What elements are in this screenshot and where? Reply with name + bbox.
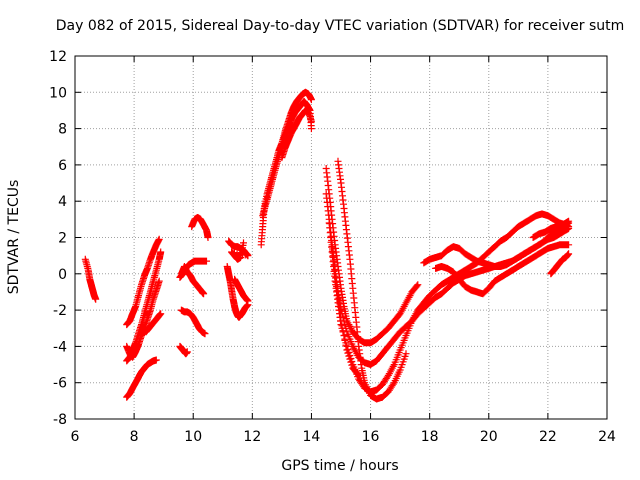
data-point-markers [123, 277, 163, 361]
series-s23 [420, 219, 573, 270]
y-tick-label: 6 [58, 158, 67, 174]
series-s2 [123, 235, 163, 329]
y-tick-label: 2 [58, 231, 67, 247]
series-s12 [223, 263, 252, 321]
data-point-markers [328, 243, 363, 379]
series-s7 [176, 342, 191, 358]
x-tick-label: 10 [184, 429, 202, 445]
series-s13 [225, 237, 252, 263]
series-s17 [278, 106, 315, 162]
y-tick-label: 12 [49, 49, 67, 65]
series-s11 [188, 214, 212, 241]
y-tick-label: 0 [58, 267, 67, 283]
y-tick-label: -4 [53, 339, 67, 355]
series-s14 [231, 275, 252, 305]
data-point-markers [223, 263, 252, 321]
x-tick-label: 18 [421, 429, 439, 445]
y-tick-label: -2 [53, 303, 67, 319]
x-axis-label: GPS time / hours [281, 458, 398, 474]
y-tick-label: -6 [53, 376, 67, 392]
series-s25 [547, 250, 573, 278]
data-point-markers [123, 356, 160, 401]
series-s4 [123, 277, 163, 361]
data-point-markers [334, 157, 410, 403]
data-point-markers [547, 250, 573, 278]
series-layer [81, 88, 573, 403]
series-s10 [177, 306, 209, 338]
y-tick-label: 10 [49, 85, 67, 101]
data-point-markers [231, 275, 252, 305]
data-point-markers [278, 106, 315, 162]
series-s9 [176, 257, 210, 281]
x-tick-label: 16 [362, 429, 380, 445]
y-tick-label: 8 [58, 122, 67, 138]
y-tick-label: -8 [53, 412, 67, 428]
x-tick-label: 6 [71, 429, 80, 445]
chart-title: Day 082 of 2015, Sidereal Day-to-day VTE… [56, 18, 625, 34]
series-s5 [142, 310, 165, 336]
data-point-markers [529, 217, 573, 241]
x-tick-label: 20 [480, 429, 498, 445]
series-s22 [328, 243, 363, 379]
series-s21 [334, 157, 410, 403]
series-s6 [123, 356, 160, 401]
data-point-markers [432, 241, 573, 298]
data-point-markers [81, 255, 100, 303]
data-point-markers [176, 257, 210, 281]
data-point-markers [188, 214, 212, 241]
data-point-markers [225, 237, 252, 263]
data-point-markers [177, 306, 209, 338]
x-tick-label: 12 [243, 429, 261, 445]
x-tick-label: 8 [130, 429, 139, 445]
data-point-markers [123, 235, 163, 329]
y-axis-label: SDTVAR / TECUs [6, 180, 22, 295]
x-tick-label: 14 [303, 429, 321, 445]
x-tick-label: 24 [598, 429, 616, 445]
data-point-markers [176, 342, 191, 358]
data-point-markers [420, 219, 573, 270]
series-s1 [81, 255, 100, 303]
x-tick-label: 22 [539, 429, 557, 445]
series-s24 [432, 241, 573, 298]
series-s26 [529, 217, 573, 241]
y-tick-label: 4 [58, 194, 67, 210]
data-point-markers [142, 310, 165, 336]
